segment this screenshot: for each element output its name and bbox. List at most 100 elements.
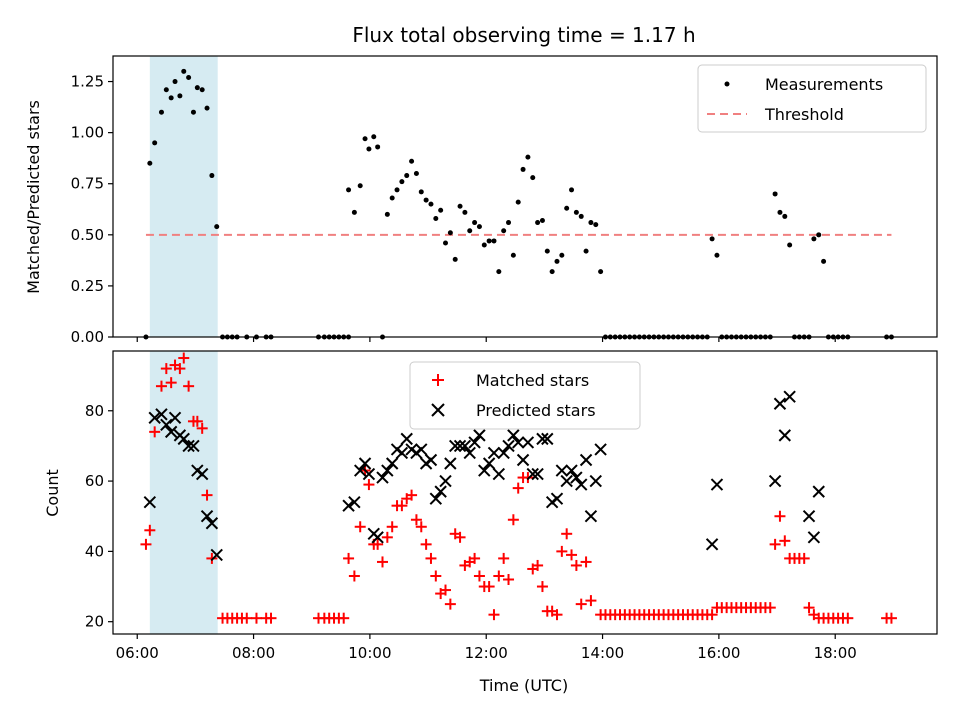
matched-star-point <box>165 377 177 389</box>
y-tick-label: 0.75 <box>71 175 104 193</box>
matched-star-point <box>410 514 422 526</box>
predicted-star-point <box>358 457 372 470</box>
matched-star-point <box>779 535 791 547</box>
top-legend: Measurements Threshold <box>697 64 927 133</box>
measurement-point <box>530 175 536 181</box>
measurement-point <box>593 222 599 228</box>
measurement-point <box>520 166 526 172</box>
matched-star-point <box>386 521 398 533</box>
measurement-point <box>535 220 541 226</box>
x-tick-label: 12:00 <box>465 644 508 662</box>
measurement-point <box>782 213 788 219</box>
y-tick-label: 40 <box>85 542 104 560</box>
matched-star-point <box>488 609 500 621</box>
predicted-star-point <box>555 464 569 477</box>
measurement-point <box>409 158 415 164</box>
x-tick-label: 16:00 <box>697 644 740 662</box>
x-tick-label: 14:00 <box>581 644 624 662</box>
matched-star-point <box>376 556 388 568</box>
predicted-star-point <box>182 439 195 453</box>
matched-star-point <box>580 556 592 568</box>
measurement-point <box>481 242 487 248</box>
ratio-panel: Flux total observing time = 1.17 h 0.000… <box>24 23 938 346</box>
predicted-star-point <box>521 436 535 449</box>
matched-star-point <box>140 538 152 550</box>
legend-label-matched: Matched stars <box>476 371 589 390</box>
predicted-star-point <box>541 432 554 446</box>
measurement-point <box>811 236 817 242</box>
measurement-point <box>357 183 363 189</box>
measurement-point <box>472 220 478 226</box>
measurement-point <box>709 236 715 242</box>
measurement-point <box>399 179 405 185</box>
measurement-point <box>559 252 565 258</box>
matched-star-point <box>396 500 408 512</box>
matched-star-point <box>250 612 262 624</box>
predicted-star-point <box>579 453 593 467</box>
measurement-point <box>152 140 158 146</box>
legend-marker-measurements <box>724 81 730 87</box>
predicted-star-point <box>768 474 782 488</box>
predicted-star-point <box>463 446 476 460</box>
bottom-legend: Matched stars Predicted stars <box>409 361 641 430</box>
matched-star-point <box>532 559 544 571</box>
predicted-star-point <box>439 474 452 488</box>
matched-star-point <box>178 352 190 364</box>
predicted-star-point <box>570 471 583 484</box>
measurement-point <box>506 220 512 226</box>
measurement-point <box>588 220 594 226</box>
measurement-point <box>714 252 720 258</box>
measurement-point <box>362 136 368 142</box>
measurement-point <box>486 238 492 244</box>
predicted-star-point <box>444 457 457 470</box>
predicted-star-point <box>415 443 428 456</box>
measurement-point <box>447 230 453 236</box>
predicted-star-point <box>342 499 355 512</box>
measurement-point <box>569 187 575 193</box>
matched-star-point <box>493 570 505 582</box>
matched-star-point <box>570 559 582 571</box>
legend-label-threshold: Threshold <box>764 105 844 124</box>
predicted-star-point <box>560 474 573 488</box>
matched-star-point <box>444 598 456 610</box>
measurement-point <box>158 109 164 115</box>
matched-star-point <box>842 612 854 624</box>
matched-star-point <box>241 612 253 624</box>
legend-marker-matched <box>432 374 444 386</box>
y-tick-label: 0.25 <box>71 277 104 295</box>
measurement-point <box>199 87 205 93</box>
measurement-point <box>462 209 468 215</box>
predicted-star-point <box>353 464 367 477</box>
predicted-star-point <box>143 495 157 509</box>
measurement-point <box>413 171 419 177</box>
measurement-point <box>510 252 516 258</box>
measurement-point <box>172 79 178 85</box>
measurement-point <box>525 154 531 160</box>
predicted-star-point <box>385 457 399 470</box>
measurement-point <box>772 191 778 197</box>
matched-star-point <box>774 510 786 522</box>
legend-marker-predicted <box>431 403 445 417</box>
predicted-star-point <box>348 495 361 509</box>
predicted-star-point <box>164 425 178 439</box>
predicted-star-point <box>705 538 719 551</box>
predicted-star-point <box>710 478 724 491</box>
matched-star-point <box>561 528 573 540</box>
measurement-point <box>554 258 560 264</box>
measurement-point <box>375 144 381 150</box>
measurement-point <box>186 74 192 80</box>
top-axes-frame <box>112 55 938 338</box>
predicted-star-point <box>512 436 525 449</box>
measurement-point <box>564 205 570 211</box>
y-tick-label: 80 <box>85 402 104 420</box>
measurement-point <box>578 213 584 219</box>
matched-star-point <box>430 570 442 582</box>
matched-star-point <box>196 422 208 434</box>
matched-star-point <box>566 549 578 561</box>
measurement-point <box>583 248 589 254</box>
matched-star-point <box>473 570 485 582</box>
predicted-star-point <box>516 453 530 467</box>
predicted-star-point <box>812 485 825 498</box>
predicted-star-point <box>807 531 821 544</box>
matched-star-point <box>585 595 597 607</box>
